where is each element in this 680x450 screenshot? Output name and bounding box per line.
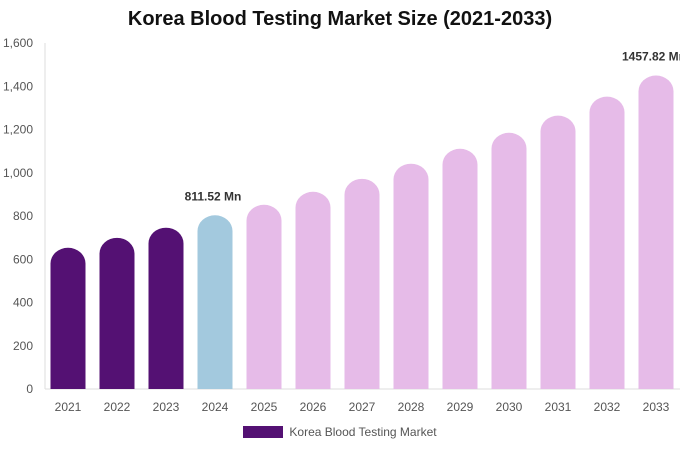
x-tick-label: 2028 bbox=[398, 400, 425, 414]
x-tick-label: 2024 bbox=[202, 400, 229, 414]
x-tick-label: 2027 bbox=[349, 400, 376, 414]
legend-swatch bbox=[243, 426, 284, 438]
bar bbox=[246, 204, 282, 389]
y-tick-label: 200 bbox=[13, 339, 33, 353]
x-tick-label: 2025 bbox=[251, 400, 278, 414]
x-tick-label: 2022 bbox=[104, 400, 131, 414]
bar bbox=[589, 96, 625, 389]
y-tick-label: 1,400 bbox=[3, 79, 33, 93]
y-tick-label: 1,600 bbox=[3, 36, 33, 50]
bar bbox=[295, 191, 331, 389]
bar bbox=[393, 163, 429, 389]
bar bbox=[99, 237, 135, 389]
x-tick-label: 2030 bbox=[496, 400, 523, 414]
x-tick-label: 2033 bbox=[643, 400, 670, 414]
x-tick-label: 2021 bbox=[55, 400, 82, 414]
bar bbox=[148, 227, 184, 389]
bar bbox=[442, 148, 478, 389]
bar bbox=[344, 178, 380, 389]
x-tick-label: 2023 bbox=[153, 400, 180, 414]
y-tick-label: 1,200 bbox=[3, 123, 33, 137]
legend-label: Korea Blood Testing Market bbox=[289, 425, 437, 439]
x-tick-label: 2029 bbox=[447, 400, 474, 414]
bar bbox=[50, 247, 86, 389]
bar bbox=[540, 115, 576, 390]
y-tick-label: 0 bbox=[26, 382, 33, 396]
y-tick-label: 600 bbox=[13, 252, 33, 266]
chart-title: Korea Blood Testing Market Size (2021-20… bbox=[127, 8, 553, 30]
x-tick-label: 2031 bbox=[545, 400, 572, 414]
legend: Korea Blood Testing Market bbox=[0, 425, 680, 439]
x-tick-label: 2032 bbox=[594, 400, 621, 414]
data-label: 1457.82 Mn bbox=[622, 50, 680, 64]
data-label: 811.52 Mn bbox=[185, 190, 242, 204]
y-tick-label: 1,000 bbox=[3, 166, 33, 180]
bar bbox=[197, 215, 233, 389]
bar bbox=[491, 132, 527, 389]
bar bbox=[638, 75, 674, 389]
y-tick-label: 800 bbox=[13, 209, 33, 223]
y-tick-label: 400 bbox=[13, 296, 33, 310]
x-tick-label: 2026 bbox=[300, 400, 327, 414]
